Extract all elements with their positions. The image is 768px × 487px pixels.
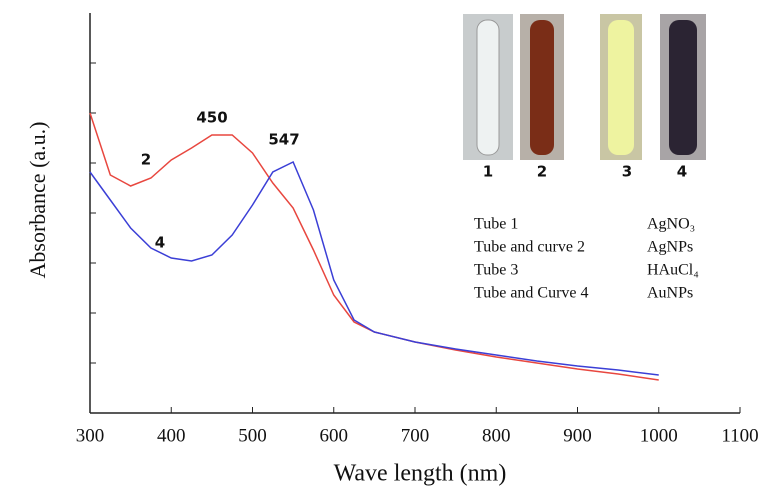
- curve-label: 2: [141, 151, 151, 169]
- x-tick-label: 400: [157, 425, 186, 446]
- x-tick-label: 700: [401, 425, 430, 446]
- x-tick-label: 1000: [640, 425, 678, 446]
- legend-item: Tube and Curve 4: [474, 285, 589, 302]
- peak-label: 547: [268, 131, 299, 149]
- legend-compound: AgNO₃: [647, 216, 695, 233]
- line-series: [89, 112, 659, 381]
- peak-label: 450: [196, 109, 227, 127]
- x-tick-label: 1100: [721, 425, 758, 446]
- x-tick-label: 800: [482, 425, 511, 446]
- tube-label: 2: [537, 163, 547, 181]
- x-tick-label: 900: [563, 425, 592, 446]
- x-tick-label: 500: [238, 425, 267, 446]
- x-tick-label: 300: [76, 425, 105, 446]
- x-axis-label: Wave length (nm): [334, 461, 507, 487]
- legend-item: Tube and curve 2: [474, 239, 585, 256]
- y-axis-label: Absorbance (a.u.): [25, 122, 50, 279]
- line-series: [89, 160, 659, 376]
- legend-item: Tube 1: [474, 216, 518, 233]
- legend-compound: HAuCl₄: [647, 262, 699, 279]
- legend-item: Tube 3: [474, 262, 518, 279]
- legend-compound: AgNPs: [647, 239, 693, 256]
- tube-photo: [463, 14, 706, 160]
- legend-compound: AuNPs: [647, 285, 693, 302]
- tube-label: 1: [483, 163, 493, 181]
- tube-label: 4: [677, 163, 687, 181]
- x-tick-label: 600: [320, 425, 349, 446]
- curve-label: 4: [155, 234, 165, 252]
- tube-label: 3: [622, 163, 632, 181]
